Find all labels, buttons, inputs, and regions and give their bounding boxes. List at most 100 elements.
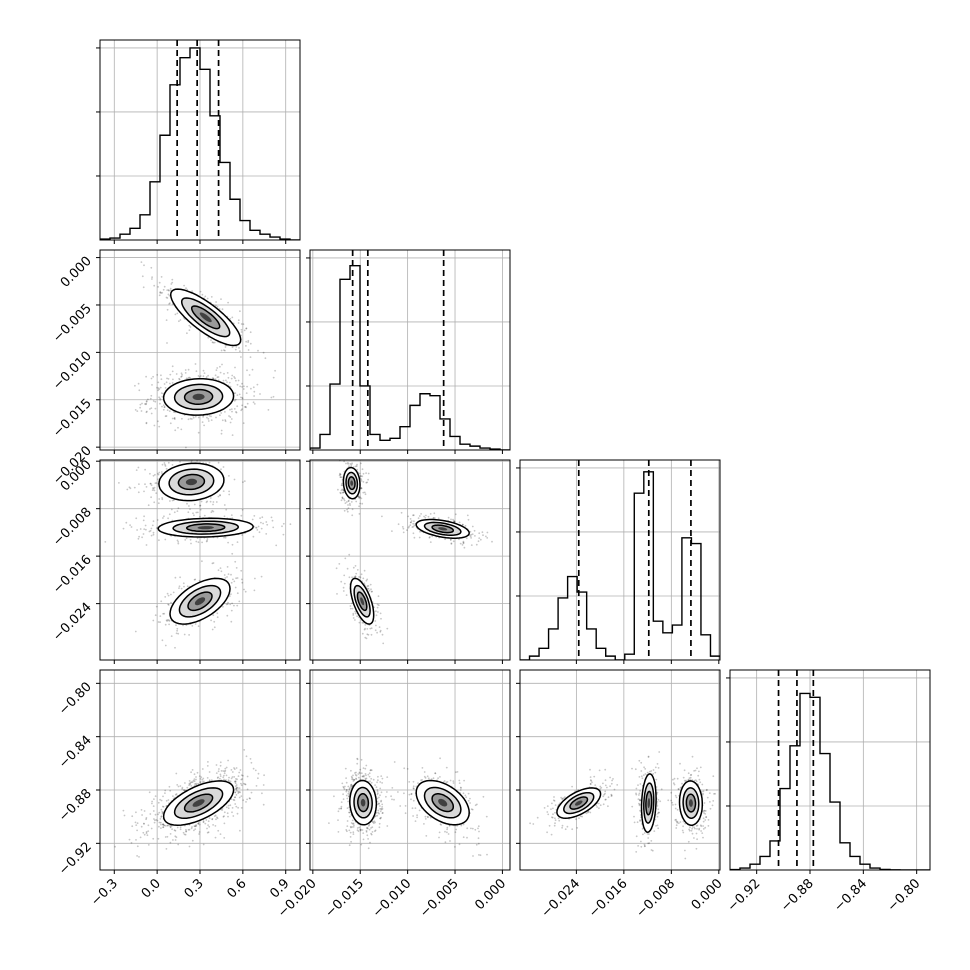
sample-point	[240, 784, 243, 787]
sample-point	[348, 811, 351, 814]
sample-point	[602, 782, 604, 785]
sample-point	[440, 824, 442, 826]
sample-point	[180, 587, 183, 590]
sample-point	[356, 615, 358, 618]
sample-point	[224, 411, 226, 413]
sample-point	[356, 827, 359, 829]
sample-point	[354, 610, 357, 613]
sample-point	[381, 812, 384, 814]
sample-point	[261, 516, 264, 519]
sample-point	[157, 420, 159, 423]
sample-point	[462, 792, 465, 795]
sample-point	[236, 786, 238, 789]
sample-point	[171, 382, 174, 384]
sample-point	[370, 777, 373, 780]
sample-point	[210, 779, 213, 782]
sample-point	[459, 786, 462, 789]
sample-point	[206, 416, 208, 419]
sample-point	[459, 789, 462, 791]
sample-point	[234, 586, 237, 589]
sample-point	[157, 621, 160, 623]
sample-point	[391, 798, 393, 801]
sample-point	[242, 782, 245, 785]
sample-point	[351, 826, 354, 828]
sample-point	[193, 773, 196, 776]
sample-point	[178, 378, 181, 381]
sample-point	[215, 301, 218, 303]
sample-point	[244, 405, 247, 408]
sample-point	[185, 446, 187, 449]
sample-point	[184, 782, 186, 784]
sample-point	[160, 823, 162, 826]
sample-point	[227, 807, 230, 810]
sample-point	[224, 349, 226, 352]
sample-point	[188, 376, 191, 379]
sample-point	[380, 775, 383, 777]
sample-point	[368, 823, 371, 826]
sample-point	[157, 478, 159, 481]
sample-point	[462, 836, 465, 839]
sample-point	[376, 790, 379, 793]
sample-point	[262, 803, 265, 806]
sample-point	[230, 620, 233, 623]
sample-point	[258, 531, 261, 534]
sample-point	[415, 785, 418, 788]
panel-2-1	[306, 459, 511, 664]
sample-point	[374, 821, 376, 824]
sample-point	[551, 802, 553, 805]
sample-point	[598, 769, 601, 772]
sample-point	[377, 611, 379, 613]
sample-point	[352, 822, 355, 825]
sample-point	[212, 614, 215, 617]
sample-point	[356, 468, 359, 471]
sample-point	[134, 821, 137, 824]
sample-point	[245, 345, 247, 347]
sample-point	[219, 764, 222, 767]
sample-point	[197, 416, 200, 419]
sample-point	[363, 628, 366, 631]
sample-point	[165, 319, 168, 321]
sample-point	[230, 581, 233, 584]
sample-point	[423, 771, 426, 773]
sample-point	[246, 385, 249, 388]
sample-point	[424, 777, 427, 779]
sample-point	[270, 396, 273, 399]
sample-point	[158, 821, 161, 824]
sample-point	[165, 619, 168, 622]
sample-point	[182, 582, 185, 585]
sample-point	[338, 563, 341, 565]
sample-point	[367, 827, 369, 830]
sample-point	[469, 797, 471, 800]
sample-point	[231, 602, 234, 605]
sample-point	[240, 782, 242, 785]
sample-point	[145, 817, 148, 819]
sample-point	[218, 768, 220, 770]
sample-point	[410, 792, 413, 795]
sample-point	[358, 576, 360, 578]
sample-point	[375, 812, 378, 814]
sample-point	[231, 811, 233, 814]
sample-point	[365, 481, 368, 484]
sample-point	[241, 404, 244, 407]
sample-point	[427, 777, 430, 780]
sample-point	[160, 815, 163, 818]
sample-point	[187, 511, 190, 514]
sample-point	[561, 824, 564, 827]
sample-point	[206, 827, 208, 830]
sample-point	[363, 582, 366, 585]
sample-point	[610, 793, 613, 796]
sample-point	[432, 777, 435, 780]
sample-point	[253, 515, 256, 517]
sample-point	[181, 417, 183, 420]
sample-point	[214, 814, 217, 817]
sample-point	[458, 521, 461, 524]
sample-point	[348, 788, 351, 791]
sample-point	[145, 818, 148, 821]
sample-point	[587, 810, 590, 813]
sample-point	[379, 805, 381, 807]
sample-point	[152, 531, 155, 534]
sample-point	[206, 831, 209, 834]
sample-point	[130, 842, 133, 844]
sample-point	[602, 795, 605, 798]
